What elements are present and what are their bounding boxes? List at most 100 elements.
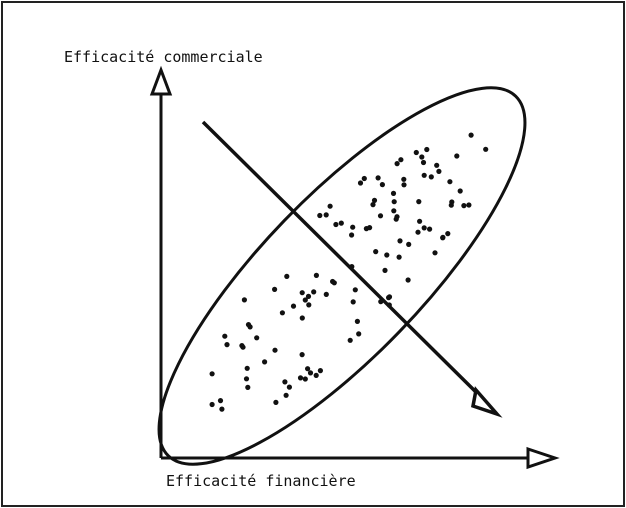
dot bbox=[401, 182, 407, 188]
dot bbox=[354, 318, 360, 324]
dot bbox=[217, 398, 224, 404]
dot bbox=[254, 335, 260, 341]
dot bbox=[428, 174, 434, 180]
dot bbox=[350, 224, 356, 230]
dot bbox=[413, 149, 419, 156]
dot bbox=[416, 199, 422, 205]
dot bbox=[420, 159, 427, 166]
dot bbox=[406, 241, 412, 247]
dot bbox=[401, 176, 407, 182]
dot bbox=[371, 197, 378, 203]
dot bbox=[349, 232, 355, 238]
dot bbox=[241, 297, 247, 303]
dot bbox=[297, 375, 304, 381]
dot bbox=[361, 175, 367, 182]
dot bbox=[447, 179, 453, 185]
dot bbox=[323, 291, 329, 297]
dot bbox=[367, 225, 373, 231]
dot bbox=[338, 220, 344, 226]
dot bbox=[209, 401, 215, 408]
dot bbox=[305, 293, 312, 299]
dot bbox=[379, 182, 385, 188]
dot bbox=[454, 153, 460, 159]
dots bbox=[209, 132, 489, 412]
dot bbox=[311, 289, 317, 295]
dot bbox=[306, 302, 312, 308]
trend-arrow bbox=[201, 120, 503, 418]
dot bbox=[313, 372, 319, 378]
dot bbox=[219, 406, 225, 412]
dot bbox=[393, 216, 399, 222]
dot bbox=[445, 231, 451, 237]
dot bbox=[390, 190, 397, 196]
dot bbox=[307, 370, 314, 376]
dot bbox=[356, 331, 362, 337]
dot bbox=[382, 267, 388, 273]
dot bbox=[417, 218, 423, 224]
dot bbox=[415, 229, 421, 235]
y-axis-label: Efficacité commerciale bbox=[64, 48, 263, 66]
arrow-line bbox=[201, 120, 486, 402]
dot bbox=[245, 384, 251, 390]
dot bbox=[224, 342, 230, 348]
dot bbox=[419, 154, 425, 160]
dot bbox=[424, 146, 430, 153]
dot bbox=[299, 352, 305, 358]
dot bbox=[299, 315, 305, 321]
dot bbox=[305, 366, 311, 372]
dot bbox=[432, 250, 438, 256]
dot bbox=[302, 297, 308, 303]
dot bbox=[421, 172, 427, 178]
dot bbox=[286, 384, 292, 390]
dot bbox=[357, 180, 364, 186]
dot bbox=[317, 368, 323, 374]
dot bbox=[483, 146, 489, 152]
dot bbox=[394, 161, 400, 167]
dot bbox=[282, 379, 288, 385]
dot bbox=[302, 376, 308, 382]
dot bbox=[245, 322, 252, 328]
dot bbox=[398, 157, 404, 163]
dot bbox=[468, 132, 474, 138]
dot bbox=[272, 347, 278, 353]
x-axis-label: Efficacité financière bbox=[166, 472, 356, 490]
dot bbox=[283, 392, 289, 398]
dot bbox=[222, 333, 228, 339]
dot bbox=[313, 272, 319, 278]
dot bbox=[370, 202, 376, 208]
dot bbox=[434, 162, 440, 168]
dot bbox=[331, 280, 337, 286]
dot bbox=[386, 294, 393, 300]
dot bbox=[327, 203, 333, 209]
dot bbox=[397, 238, 403, 244]
dot bbox=[243, 376, 250, 382]
dot bbox=[421, 225, 427, 231]
dot bbox=[461, 203, 467, 209]
dot bbox=[391, 208, 397, 214]
dot bbox=[244, 365, 250, 371]
dot bbox=[273, 399, 279, 405]
x-arrowhead bbox=[526, 446, 560, 470]
dot bbox=[240, 344, 246, 350]
dot bbox=[405, 277, 411, 283]
y-arrowhead bbox=[149, 65, 173, 96]
dot bbox=[323, 212, 329, 218]
cluster-ellipse bbox=[157, 86, 527, 466]
dot bbox=[427, 226, 433, 232]
dot bbox=[272, 286, 278, 292]
dot bbox=[279, 310, 285, 316]
dot bbox=[262, 359, 268, 365]
dot bbox=[373, 249, 379, 255]
dot bbox=[440, 234, 446, 240]
dot bbox=[317, 212, 323, 219]
dot bbox=[391, 199, 397, 205]
dot bbox=[449, 199, 455, 205]
dot bbox=[457, 188, 463, 194]
dot bbox=[333, 221, 339, 228]
arrowhead bbox=[470, 386, 503, 418]
dot bbox=[284, 273, 290, 279]
dot bbox=[396, 254, 402, 260]
dot bbox=[350, 299, 356, 305]
